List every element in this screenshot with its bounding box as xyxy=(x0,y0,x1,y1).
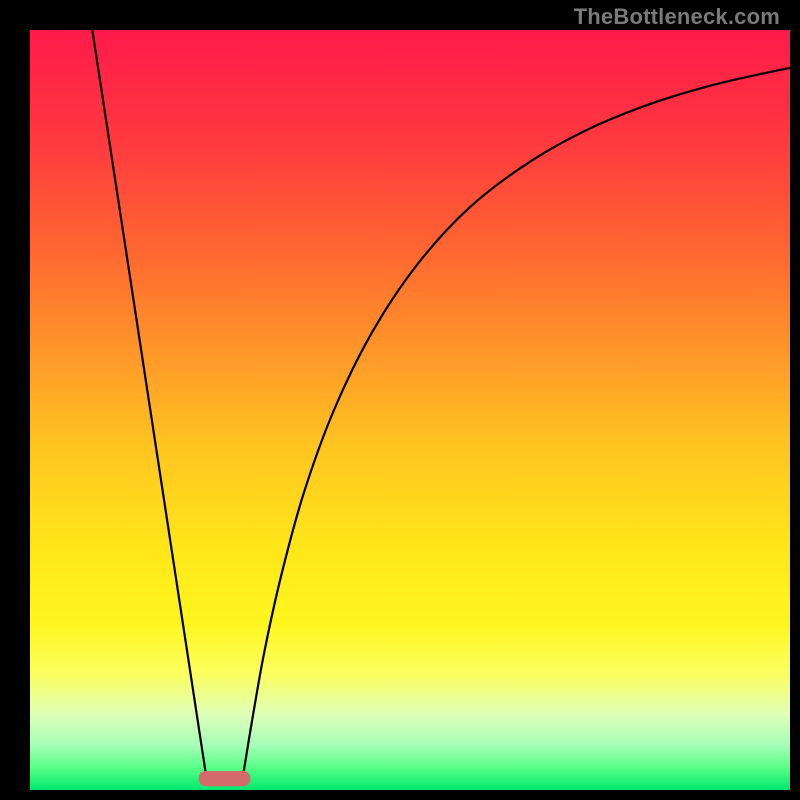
plot-area xyxy=(30,30,790,790)
gradient-background xyxy=(30,30,790,790)
chart-container: TheBottleneck.com xyxy=(0,0,800,800)
chart-svg xyxy=(30,30,790,790)
bottleneck-marker xyxy=(199,771,251,786)
watermark: TheBottleneck.com xyxy=(574,4,780,30)
